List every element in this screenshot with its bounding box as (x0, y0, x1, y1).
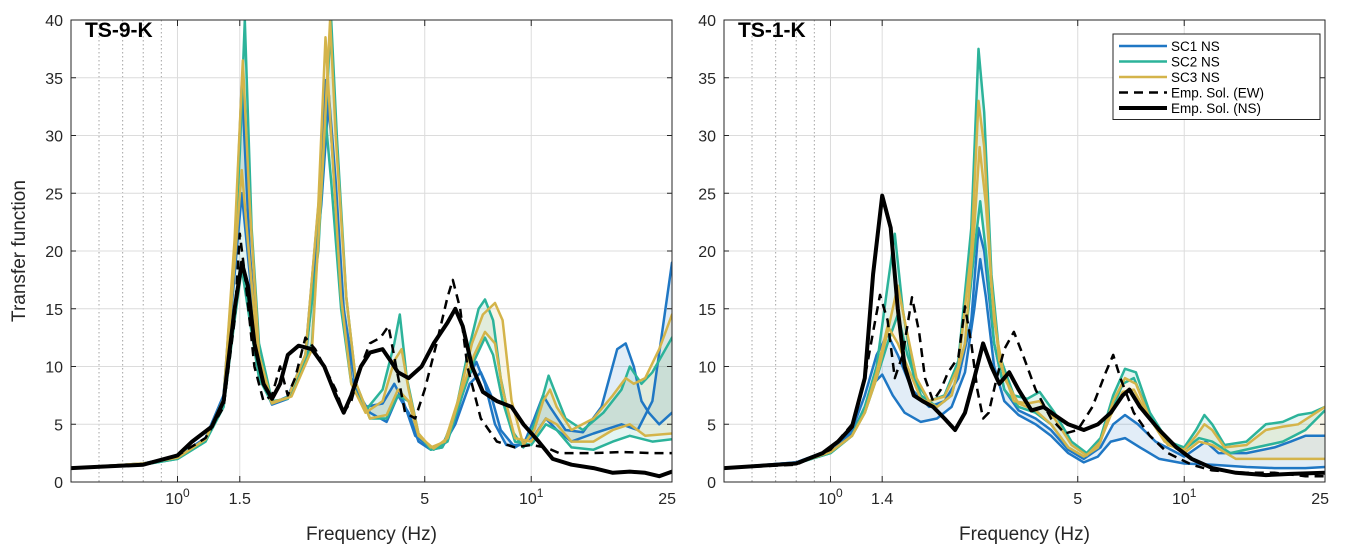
legend-label-emp-sol-ns: Emp. Sol. (NS) (1171, 101, 1261, 116)
band-fill (71, 20, 672, 469)
y-tick-label: 5 (707, 417, 716, 434)
y-tick-label: 40 (698, 13, 716, 30)
series-line-sc2-ns-band (724, 200, 1325, 470)
series-line-sc3-ns-band (71, 20, 672, 470)
y-tick-label: 30 (45, 129, 63, 146)
series-layer (724, 47, 1325, 478)
y-tick-label: 10 (698, 360, 716, 377)
chart-panel-1: 0 5 10 15 20 25 30 35 40 100 1.5 5 101 25 Frequency (H… (9, 13, 676, 545)
y-tick-label: 15 (698, 302, 716, 319)
y-tick-label: 30 (698, 129, 716, 146)
x-axis-label: Frequency (Hz) (959, 524, 1090, 545)
series-line-emp-sol-ns (71, 260, 672, 479)
y-tick-label: 15 (45, 302, 63, 319)
series-line-emp-sol-ew (724, 293, 1325, 478)
x-tick-label: 1.5 (229, 491, 251, 508)
y-tick-label: 20 (698, 244, 716, 261)
panel-title: TS-1-K (738, 19, 806, 42)
series-layer (71, 20, 672, 479)
series-line-sc3-ns (724, 99, 1325, 470)
x-tick-label: 25 (1311, 491, 1329, 508)
x-tick-label: 5 (420, 491, 429, 508)
band-fill (71, 20, 672, 469)
legend-label-sc2-ns: SC2 NS (1171, 55, 1220, 70)
x-axis-label: Frequency (Hz) (306, 524, 437, 545)
legend-label-sc1-ns: SC1 NS (1171, 39, 1220, 54)
series-line-sc2-ns-band (71, 20, 672, 470)
x-tick-label: 100 (818, 486, 843, 508)
x-tick-label: 100 (165, 486, 190, 508)
chart-panel-2: 0 5 10 15 20 25 30 35 40 100 1.4 5 101 25 Frequency (H… (698, 13, 1329, 545)
y-tick-label: 20 (45, 244, 63, 261)
y-tick-label: 5 (54, 417, 63, 434)
y-tick-label: 25 (45, 186, 63, 203)
x-tick-label: 1.4 (871, 491, 893, 508)
legend-label-emp-sol-ew: Emp. Sol. (EW) (1171, 86, 1264, 101)
series-line-sc3-ns (71, 36, 672, 470)
y-tick-label: 0 (54, 475, 63, 492)
y-tick-label: 25 (698, 186, 716, 203)
y-axis-label: Transfer function (9, 180, 30, 322)
y-tick-label: 35 (45, 71, 63, 88)
x-tick-label: 25 (658, 491, 676, 508)
legend-label-sc3-ns: SC3 NS (1171, 70, 1220, 85)
panel-title: TS-9-K (85, 19, 153, 42)
y-tick-label: 35 (698, 71, 716, 88)
y-tick-label: 10 (45, 360, 63, 377)
x-tick-label: 101 (519, 486, 544, 508)
series-line-sc3-ns-band (724, 145, 1325, 470)
y-tick-label: 40 (45, 13, 63, 30)
series-line-emp-sol-ns (724, 193, 1325, 478)
x-tick-label: 5 (1073, 491, 1082, 508)
y-tick-label: 0 (707, 475, 716, 492)
x-tick-label: 101 (1172, 486, 1197, 508)
